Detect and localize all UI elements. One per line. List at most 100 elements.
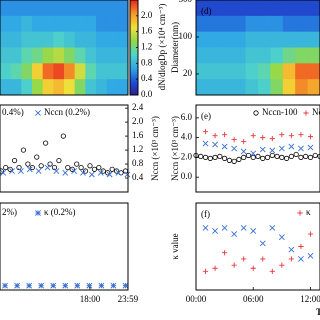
marker-plus	[279, 132, 285, 138]
colorbar-band	[130, 65, 138, 68]
heatmap-cell	[74, 79, 86, 96]
colorbar-label: dN/dlogDp (×10⁴ cm⁻³)	[157, 4, 167, 91]
colorbar-tick-label: 0.4	[141, 73, 153, 83]
marker-circle	[255, 153, 261, 160]
marker-circle	[74, 161, 80, 167]
heatmap-cell	[117, 15, 129, 33]
marker-circle	[11, 157, 18, 164]
marker-plus	[250, 133, 256, 139]
marker-x	[259, 240, 266, 247]
heatmap-cell	[307, 47, 320, 64]
x-tick-label: 00:00	[186, 294, 207, 304]
heatmap-cell	[307, 0, 320, 17]
heatmap-cell	[106, 15, 118, 33]
legend-label: 2%)	[2, 207, 17, 217]
panel-frame	[0, 0, 129, 96]
colorbar-band	[130, 39, 138, 43]
marker-x	[44, 164, 51, 171]
heatmap-cell	[196, 47, 209, 64]
colorbar-band	[130, 75, 138, 78]
legend-label: 0.4%)	[2, 107, 24, 117]
colorbar-band	[130, 19, 138, 23]
marker-circle	[69, 166, 75, 172]
heatmap-cell	[74, 31, 86, 48]
heatmap-cell	[117, 31, 129, 48]
marker-circle	[264, 154, 271, 160]
colorbar-band	[130, 47, 138, 50]
heatmap-cell	[64, 0, 76, 17]
marker-asterisk	[14, 282, 21, 289]
heatmap-cell	[53, 79, 65, 96]
colorbar-band	[130, 29, 138, 33]
marker-x	[278, 145, 285, 152]
heatmap-cell	[245, 63, 259, 80]
marker-circle	[78, 164, 84, 171]
y-axis-label: κ value	[170, 233, 180, 259]
marker-circle	[236, 156, 242, 162]
marker-plus	[202, 268, 209, 274]
marker-circle	[109, 166, 115, 172]
marker-x	[259, 146, 266, 153]
panel-frame	[195, 104, 320, 193]
colorbar-band	[130, 85, 138, 88]
colorbar-band	[130, 61, 138, 64]
heatmap-cell	[21, 79, 33, 96]
marker-plus	[288, 133, 294, 139]
colorbar-tick-label: 1.6	[141, 26, 153, 36]
heatmap-cell	[106, 63, 118, 80]
heatmap-cell	[307, 63, 320, 80]
heatmap-cell	[21, 15, 33, 33]
marker-circle	[260, 155, 266, 161]
heatmap-cell	[64, 79, 76, 96]
marker-x	[26, 166, 33, 173]
panel-label: (d)	[201, 6, 212, 16]
marker-plus	[307, 134, 314, 140]
heatmap-cell	[233, 0, 247, 17]
marker-plus	[298, 243, 304, 250]
colorbar-band	[130, 91, 138, 94]
marker-x	[231, 145, 238, 152]
colorbar-band	[130, 1, 138, 5]
colorbar-band	[130, 93, 138, 96]
marker-circle	[87, 163, 93, 169]
heatmap-cell	[64, 47, 76, 64]
panel-frame	[0, 104, 129, 193]
marker-x	[202, 224, 209, 231]
heatmap-cell	[196, 63, 209, 80]
heatmap-cell	[0, 79, 12, 96]
colorbar-band	[130, 69, 138, 72]
colorbar-band	[130, 89, 138, 92]
heatmap-cell	[208, 15, 222, 33]
colorbar-tick-label: 2.0	[141, 10, 153, 20]
legend-label: Nc	[312, 107, 320, 117]
marker-plus	[279, 262, 285, 268]
heatmap-cell	[96, 63, 108, 80]
marker-x	[17, 168, 24, 174]
marker-circle	[82, 168, 89, 174]
y-tick-label: 2.0	[181, 151, 193, 161]
heatmap-cell	[0, 47, 12, 64]
y-axis-label: Nccn (×10³ cm⁻³)	[150, 116, 160, 181]
marker-circle	[91, 166, 98, 172]
colorbar-band	[130, 77, 138, 80]
marker-asterisk	[2, 282, 8, 289]
marker-x	[212, 228, 218, 234]
marker-x	[53, 168, 60, 174]
marker-plus	[212, 265, 218, 271]
marker-x	[35, 168, 42, 174]
heatmap-cell	[42, 15, 54, 33]
x-tick-label: 06:00	[243, 294, 264, 304]
marker-circle	[56, 157, 62, 164]
marker-plus	[241, 138, 247, 145]
marker-circle	[38, 163, 44, 169]
marker-x	[278, 234, 285, 241]
x-tick-label: 23:59	[118, 294, 139, 304]
colorbar-band	[130, 7, 138, 11]
heatmap-cell	[196, 0, 209, 17]
marker-plus	[202, 129, 209, 135]
marker-plus	[307, 231, 314, 237]
marker-circle	[34, 154, 40, 160]
colorbar-band	[130, 49, 138, 52]
marker-x	[212, 141, 218, 148]
